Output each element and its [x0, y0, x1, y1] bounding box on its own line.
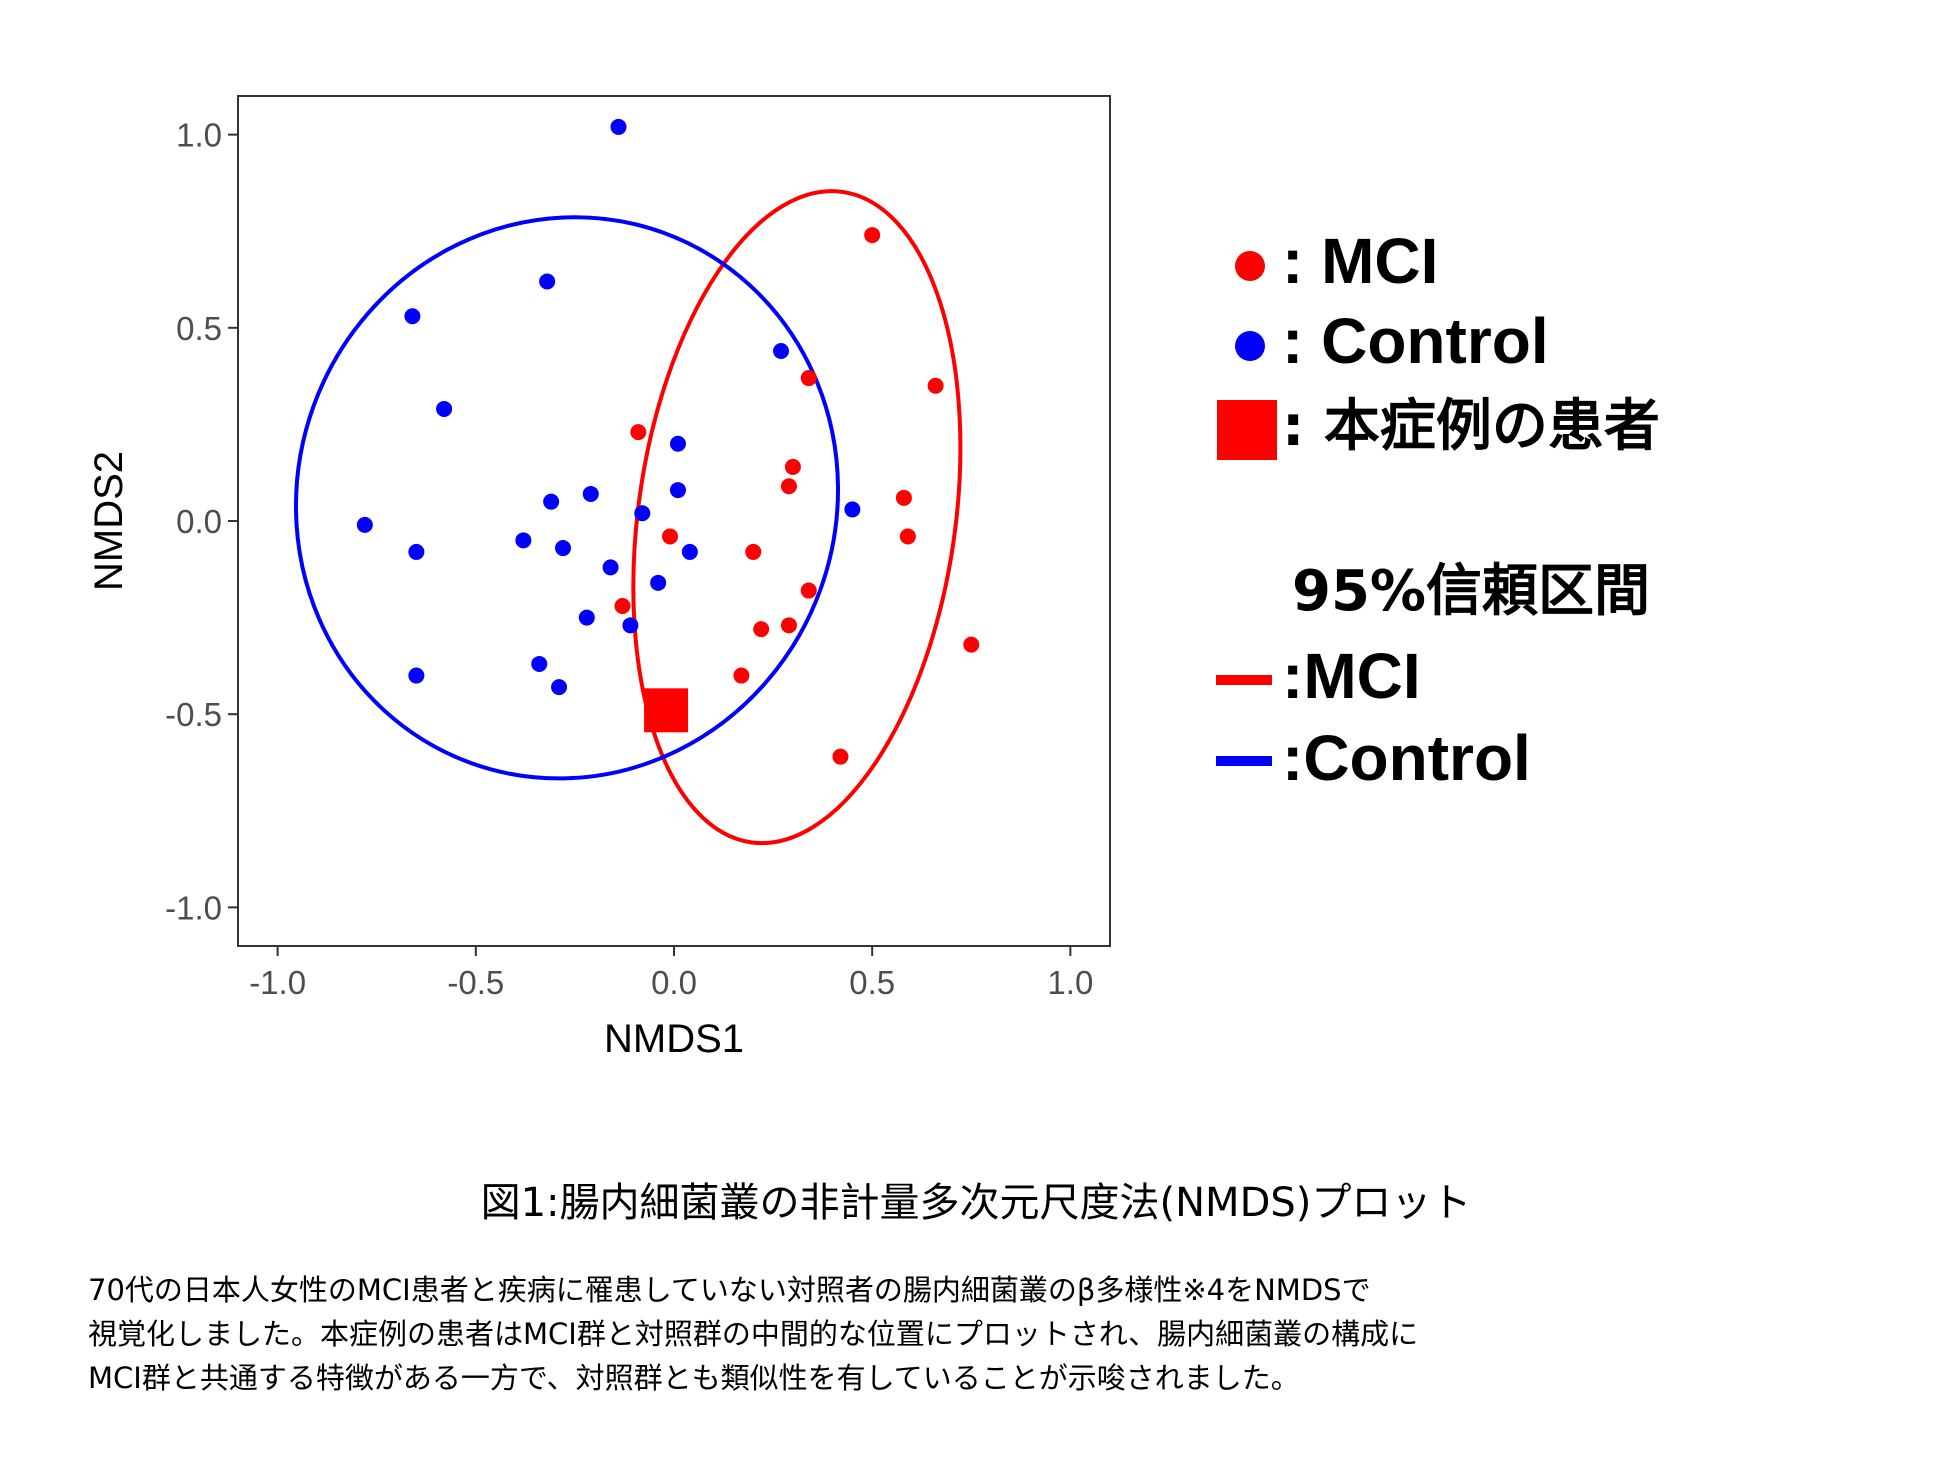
- confidence-ellipse-control: [293, 215, 841, 781]
- legend-control-label: : Control: [1282, 305, 1549, 377]
- axes: -1.0 -0.5 0.0 0.5 1.0 1.0 0.5 0.0 -0.5 -1.0: [165, 117, 1093, 1001]
- caption-line: 視覚化しました。本症例の患者はMCI群と対照群の中間的な位置にプロットされ、腸内…: [88, 1317, 1419, 1351]
- data-point-mci: [780, 478, 797, 495]
- data-point-control: [669, 435, 686, 452]
- legend-patient-label: : 本症例の患者: [1282, 394, 1660, 459]
- y-axis-title: NMDS2: [87, 451, 131, 591]
- caption-line: MCI群と共通する特徴がある一方で、対照群とも類似性を有していることが示唆されま…: [88, 1361, 1300, 1395]
- data-point-mci: [753, 621, 770, 638]
- caption-line: 70代の日本人女性のMCI患者と疾病に罹患していない対照者の腸内細菌叢のβ多様性…: [88, 1273, 1371, 1307]
- data-point-mci: [800, 582, 817, 599]
- legend-control-marker: [1235, 331, 1265, 361]
- data-point-mci: [784, 458, 801, 475]
- data-point-control: [539, 273, 556, 290]
- data-point-control: [555, 540, 572, 557]
- y-tick-label: 1.0: [176, 117, 222, 154]
- x-tick-label: 0.5: [849, 964, 895, 1001]
- legend-ci-mci-line: [1216, 675, 1272, 685]
- confidence-ellipse-mci: [631, 189, 963, 846]
- x-tick-label: 1.0: [1047, 964, 1093, 1001]
- data-point-control: [582, 485, 599, 502]
- data-point-mci: [832, 748, 849, 765]
- data-point-control: [356, 516, 373, 533]
- y-tick-label: 0.0: [176, 503, 222, 540]
- x-tick-label: -1.0: [249, 964, 306, 1001]
- y-tick-label: -0.5: [165, 696, 222, 733]
- y-tick-label: 0.5: [176, 310, 222, 347]
- legend-ci-control-label: :Control: [1282, 722, 1531, 794]
- data-point-control: [531, 655, 548, 672]
- data-point-control: [844, 501, 861, 518]
- data-point-mci: [864, 227, 881, 244]
- patient-marker: [644, 688, 689, 733]
- data-point-mci: [614, 598, 631, 614]
- legend-mci-label: : MCI: [1282, 225, 1438, 297]
- legend-ci-title: 95%信頼区間: [1292, 559, 1650, 624]
- data-point-control: [773, 343, 790, 359]
- data-point-mci: [733, 667, 750, 684]
- legend-mci-marker: [1235, 251, 1265, 281]
- legend-ci-control-line: [1216, 756, 1272, 766]
- data-point-control: [634, 505, 651, 522]
- data-point-control: [610, 118, 627, 135]
- data-point-control: [404, 308, 421, 325]
- x-tick-label: -0.5: [447, 964, 504, 1001]
- x-axis-title: NMDS1: [604, 1017, 744, 1061]
- legend: : MCI : Control : 本症例の患者 95%信頼区間 :MCI :C…: [1216, 225, 1660, 794]
- data-point-control: [669, 482, 686, 499]
- legend-ci-mci-label: :MCI: [1282, 640, 1421, 712]
- data-point-control: [408, 543, 425, 560]
- data-point-mci: [895, 489, 912, 506]
- data-point-control: [622, 617, 639, 634]
- y-tick-label: -1.0: [165, 889, 222, 926]
- legend-patient-marker: [1217, 400, 1277, 460]
- data-point-control: [602, 559, 619, 576]
- data-point-mci: [963, 636, 980, 653]
- data-point-mci: [800, 370, 817, 387]
- confidence-ellipses: [293, 189, 963, 846]
- data-point-mci: [630, 424, 647, 441]
- data-point-control: [551, 679, 568, 696]
- data-point-control: [436, 400, 453, 417]
- data-point-mci: [780, 617, 797, 634]
- figure-caption-title: 図1:腸内細菌叢の非計量多次元尺度法(NMDS)プロット: [480, 1180, 1472, 1226]
- data-point-mci: [899, 528, 916, 545]
- data-point-mci: [662, 528, 679, 545]
- data-point-control: [543, 493, 560, 510]
- data-points: [356, 118, 980, 765]
- figure-caption-body: 70代の日本人女性のMCI患者と疾病に罹患していない対照者の腸内細菌叢のβ多様性…: [88, 1268, 1888, 1400]
- data-point-mci: [745, 543, 762, 560]
- data-point-control: [515, 532, 532, 549]
- data-point-control: [650, 574, 667, 591]
- data-point-control: [681, 543, 698, 560]
- x-tick-label: 0.0: [651, 964, 697, 1001]
- data-point-control: [408, 667, 425, 684]
- data-point-control: [578, 609, 595, 626]
- data-point-mci: [927, 377, 944, 394]
